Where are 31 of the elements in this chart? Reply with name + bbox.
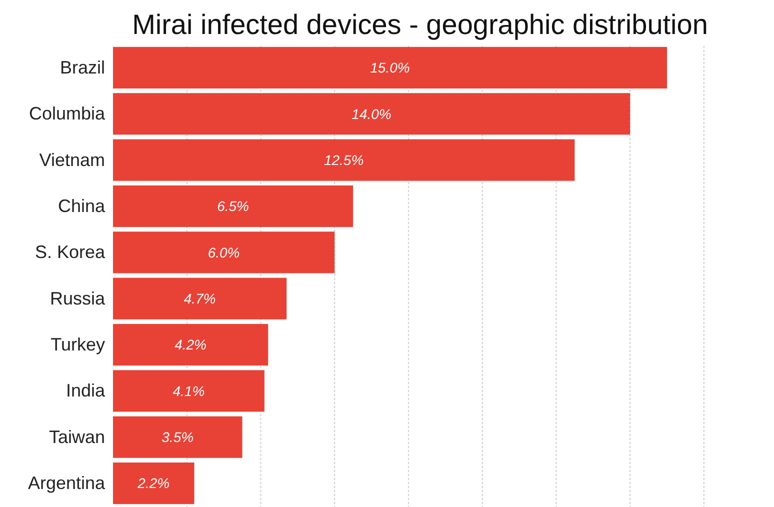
data-label: 15.0% [370,60,410,76]
bar [113,324,268,366]
data-label: 4.7% [184,290,216,306]
data-label: 6.5% [217,198,249,214]
bar [113,462,194,504]
data-label: 3.5% [162,429,194,446]
y-tick-label: China [58,196,106,216]
data-label: 14.0% [352,106,392,122]
y-tick-label: Russia [50,288,106,308]
chart-title: Mirai infected devices - geographic distribution [132,9,708,40]
y-tick-label: Brazil [60,57,105,78]
bar [113,232,335,274]
bar [113,185,354,228]
bar [113,278,287,320]
y-tick-label: Argentina [28,473,106,494]
bar [113,370,264,412]
bar [113,46,667,88]
data-label: 6.0% [208,244,240,260]
y-tick-label: Turkey [50,334,105,355]
y-tick-label: Taiwan [48,426,105,447]
y-tick-label: Columbia [28,104,106,124]
bar [113,416,242,458]
data-label: 12.5% [324,152,364,168]
y-tick-label: India [66,380,106,401]
bar [113,93,630,135]
y-tick-label: S. Korea [34,242,106,262]
data-label: 4.2% [174,336,207,353]
bar [113,139,575,181]
data-label: 2.2% [136,475,170,492]
data-label: 4.1% [172,382,205,399]
y-tick-label: Vietnam [39,150,105,170]
